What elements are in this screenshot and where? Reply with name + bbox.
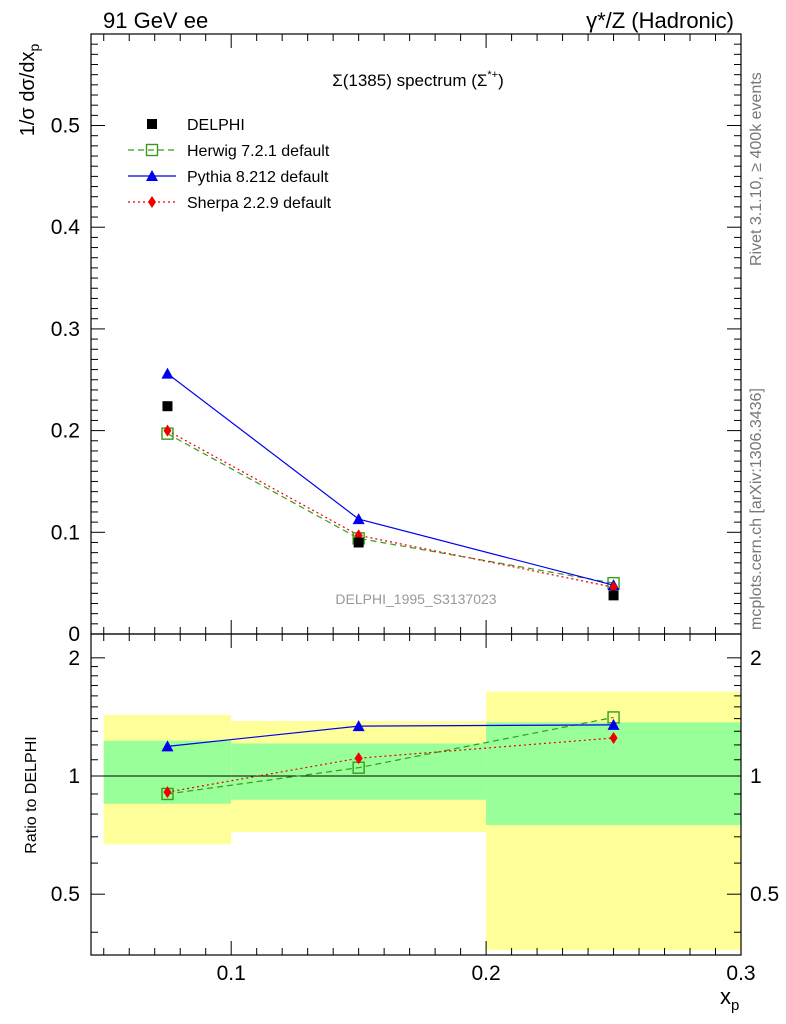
ratio-y-tick-label-right: 1 [750,765,762,788]
ratio-series-point [607,718,620,730]
series-layer [161,367,620,801]
ratio-series-point [352,720,365,732]
ratio-series-point [609,731,618,744]
data-point [162,401,173,412]
y-tick-label: 0.4 [51,216,81,239]
series-point [609,581,618,594]
legend-label: Pythia 8.212 default [187,169,329,186]
y-tick-label: 0.5 [51,115,80,138]
x-tick-label: 0.3 [726,962,755,985]
y-tick-label: 0.1 [51,521,80,544]
ratio-y-tick-label-left: 1 [68,765,80,788]
series-line [167,373,614,586]
band-stat [231,743,487,800]
ratio-y-tick-label-right: 2 [750,647,762,670]
legend-marker [148,196,156,208]
axes [90,33,742,956]
chart-title: Σ(1385) spectrum (Σ*+) [332,69,504,90]
y-axis-label: 1/σ dσ/dxp [17,44,42,137]
y-tick-label: 0.2 [51,420,80,443]
x-axis-label: xp [720,984,739,1014]
legend-label: Sherpa 2.2.9 default [187,195,332,212]
header-left: 91 GeV ee [103,8,209,33]
series-point [163,424,172,437]
x-tick-label: 0.2 [471,962,500,985]
ratio-y-tick-label-right: 0.5 [750,883,779,906]
y-tick-label: 0 [68,623,80,646]
ratio-y-axis-label: Ratio to DELPHI [23,736,40,853]
x-tick-label: 0.1 [217,962,246,985]
header-right: γ*/Z (Hadronic) [586,8,734,33]
series-line [167,430,614,588]
data-point [353,537,364,548]
legend-marker [145,143,159,157]
legend-label: DELPHI [187,117,245,134]
ratio-frame [90,633,742,956]
series-point [161,367,174,379]
ratio-bands [103,691,741,951]
series-point [352,513,365,525]
analysis-watermark: DELPHI_1995_S3137023 [335,591,496,607]
ratio-series-point [163,786,172,799]
series-line [167,433,614,584]
legend-marker [146,170,158,181]
legend-marker [147,119,157,129]
ratio-y-tick-label-left: 0.5 [51,883,80,906]
data-point [608,590,619,601]
y-tick-label: 0.3 [51,318,80,341]
ratio-series-point [354,752,363,765]
ratio-series-line [167,716,614,795]
ratio-y-tick-label-left: 2 [68,647,80,670]
ratio-series-point [161,740,174,752]
legend-label: Herwig 7.2.1 default [187,143,330,160]
